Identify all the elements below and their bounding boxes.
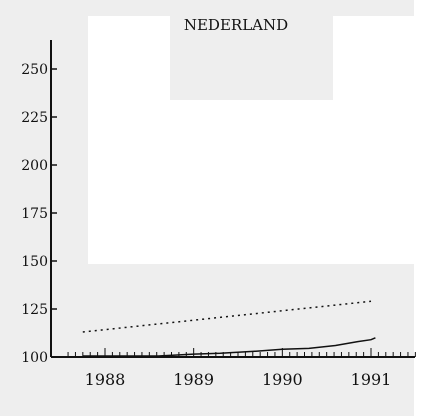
series-line-dotted bbox=[82, 300, 372, 333]
x-tick-label: 1991 bbox=[351, 370, 392, 389]
y-tick-label: 175 bbox=[21, 206, 48, 222]
y-tick-label: 150 bbox=[21, 254, 48, 270]
y-tick-label: 125 bbox=[21, 302, 48, 318]
x-tick-label: 1990 bbox=[262, 370, 303, 389]
shade-title-panel bbox=[170, 16, 333, 100]
y-tick-label: 100 bbox=[21, 350, 48, 366]
shade-top bbox=[0, 0, 414, 16]
chart-title: NEDERLAND bbox=[184, 16, 288, 34]
shade-bottom bbox=[0, 264, 414, 416]
plot-area bbox=[82, 300, 376, 357]
x-tick-label: 1989 bbox=[173, 370, 214, 389]
series-line-solid bbox=[82, 337, 376, 357]
y-tick-label: 225 bbox=[21, 110, 48, 126]
axes: 100 125 150 175 200 225 250 1988 1989 1990 1991 bbox=[21, 40, 416, 389]
y-tick-label: 200 bbox=[21, 158, 48, 174]
x-tick-label: 1988 bbox=[85, 370, 126, 389]
y-tick-label: 250 bbox=[21, 62, 48, 78]
